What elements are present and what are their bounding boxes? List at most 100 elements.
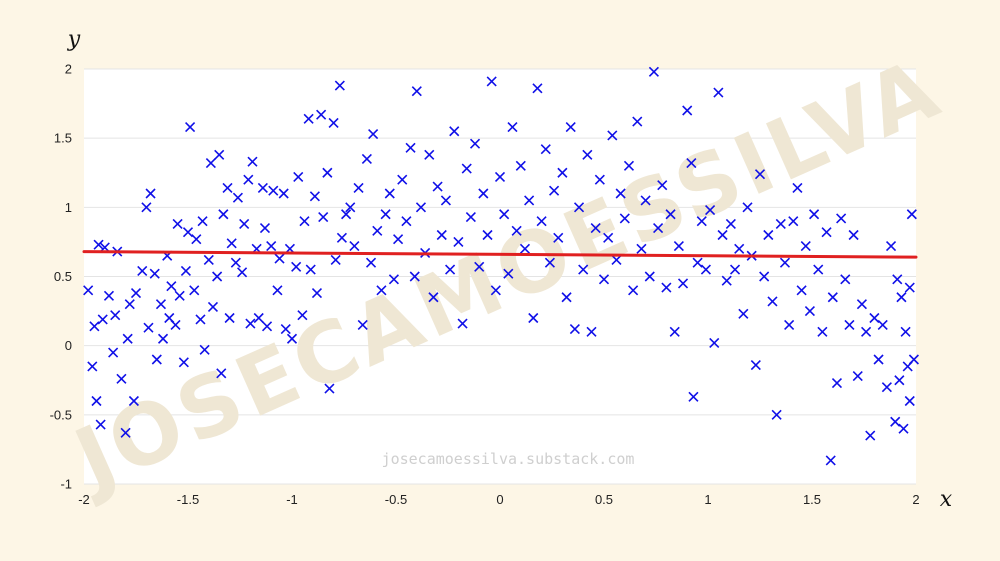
data-point: [486, 76, 497, 87]
data-point: [759, 271, 770, 282]
data-point: [309, 191, 320, 202]
data-point: [259, 223, 271, 234]
data-point: [145, 188, 156, 199]
data-point: [709, 337, 720, 348]
data-point: [665, 209, 676, 220]
data-point: [232, 192, 243, 203]
data-point: [97, 314, 108, 325]
data-point: [357, 319, 368, 330]
data-point: [178, 357, 189, 368]
data-point: [316, 109, 327, 120]
data-point: [578, 264, 589, 275]
data-point: [490, 285, 501, 296]
data-point: [397, 174, 408, 185]
data-point: [185, 122, 196, 133]
data-point: [311, 288, 323, 299]
data-point: [405, 142, 416, 153]
data-point: [729, 264, 741, 275]
data-point: [293, 171, 304, 182]
data-point: [393, 234, 404, 245]
data-point: [428, 292, 439, 303]
data-point: [189, 285, 200, 296]
y-tick-label: 0.5: [54, 269, 72, 284]
data-point: [721, 275, 732, 286]
data-point: [713, 87, 724, 98]
data-point: [110, 310, 121, 321]
data-point: [239, 218, 250, 229]
data-point: [199, 344, 210, 355]
data-point: [657, 180, 668, 191]
data-point: [763, 229, 774, 241]
data-point: [528, 312, 539, 324]
data-point: [825, 455, 836, 466]
data-point: [365, 257, 377, 268]
data-point: [827, 292, 838, 303]
data-point: [784, 319, 795, 330]
data-point: [336, 232, 347, 243]
data-point: [894, 375, 905, 386]
x-tick-label: 0: [496, 492, 503, 507]
data-point: [536, 216, 547, 227]
data-point: [245, 318, 256, 329]
data-point: [330, 254, 341, 265]
data-point: [89, 321, 100, 332]
data-point: [648, 66, 659, 77]
data-point: [157, 333, 169, 344]
data-point: [754, 169, 766, 180]
y-axis-ticks: -1 -0.5 0 0.5 1 1.5 2: [50, 62, 72, 492]
data-point: [280, 324, 291, 335]
data-point: [380, 209, 391, 220]
data-point: [195, 314, 206, 325]
data-point: [632, 116, 643, 127]
data-point: [507, 122, 518, 133]
data-point: [725, 218, 736, 229]
y-tick-label: 2: [65, 62, 72, 77]
data-point: [503, 268, 514, 279]
data-point: [224, 312, 235, 324]
data-point: [804, 306, 815, 317]
data-point: [896, 292, 907, 303]
data-point: [669, 326, 680, 337]
data-point: [594, 174, 605, 185]
data-point: [415, 202, 427, 213]
data-point: [598, 274, 610, 285]
data-point: [553, 232, 564, 243]
x-tick-label: -1: [286, 492, 298, 507]
data-point: [191, 234, 202, 245]
data-point: [122, 333, 133, 344]
data-point: [388, 274, 399, 285]
data-point: [653, 223, 664, 234]
data-point: [237, 267, 248, 278]
data-point: [216, 368, 227, 379]
data-point: [334, 80, 345, 91]
data-point: [230, 257, 241, 268]
data-point: [266, 241, 277, 252]
data-point: [705, 205, 716, 216]
data-point: [904, 282, 915, 293]
data-point: [890, 416, 901, 427]
data-point: [124, 299, 135, 310]
data-point: [172, 218, 183, 229]
data-point: [813, 264, 824, 275]
data-point: [840, 274, 851, 285]
data-point: [411, 86, 422, 97]
data-point: [328, 117, 339, 129]
data-point: [779, 257, 791, 268]
data-point: [792, 182, 803, 194]
data-point: [474, 261, 485, 272]
data-point: [478, 188, 489, 199]
data-point: [734, 243, 745, 254]
data-point: [170, 319, 181, 330]
data-point: [692, 257, 703, 268]
x-axis-ticks: -2 -1.5 -1 -0.5 0 0.5 1 1.5 2: [78, 492, 919, 507]
data-point: [817, 326, 828, 337]
data-point: [436, 229, 447, 241]
data-point: [607, 130, 618, 141]
data-point: [214, 149, 225, 160]
data-point: [180, 265, 191, 277]
data-point: [272, 285, 283, 296]
y-tick-label: 0: [65, 338, 72, 353]
data-point: [544, 257, 555, 268]
data-point: [499, 209, 510, 220]
